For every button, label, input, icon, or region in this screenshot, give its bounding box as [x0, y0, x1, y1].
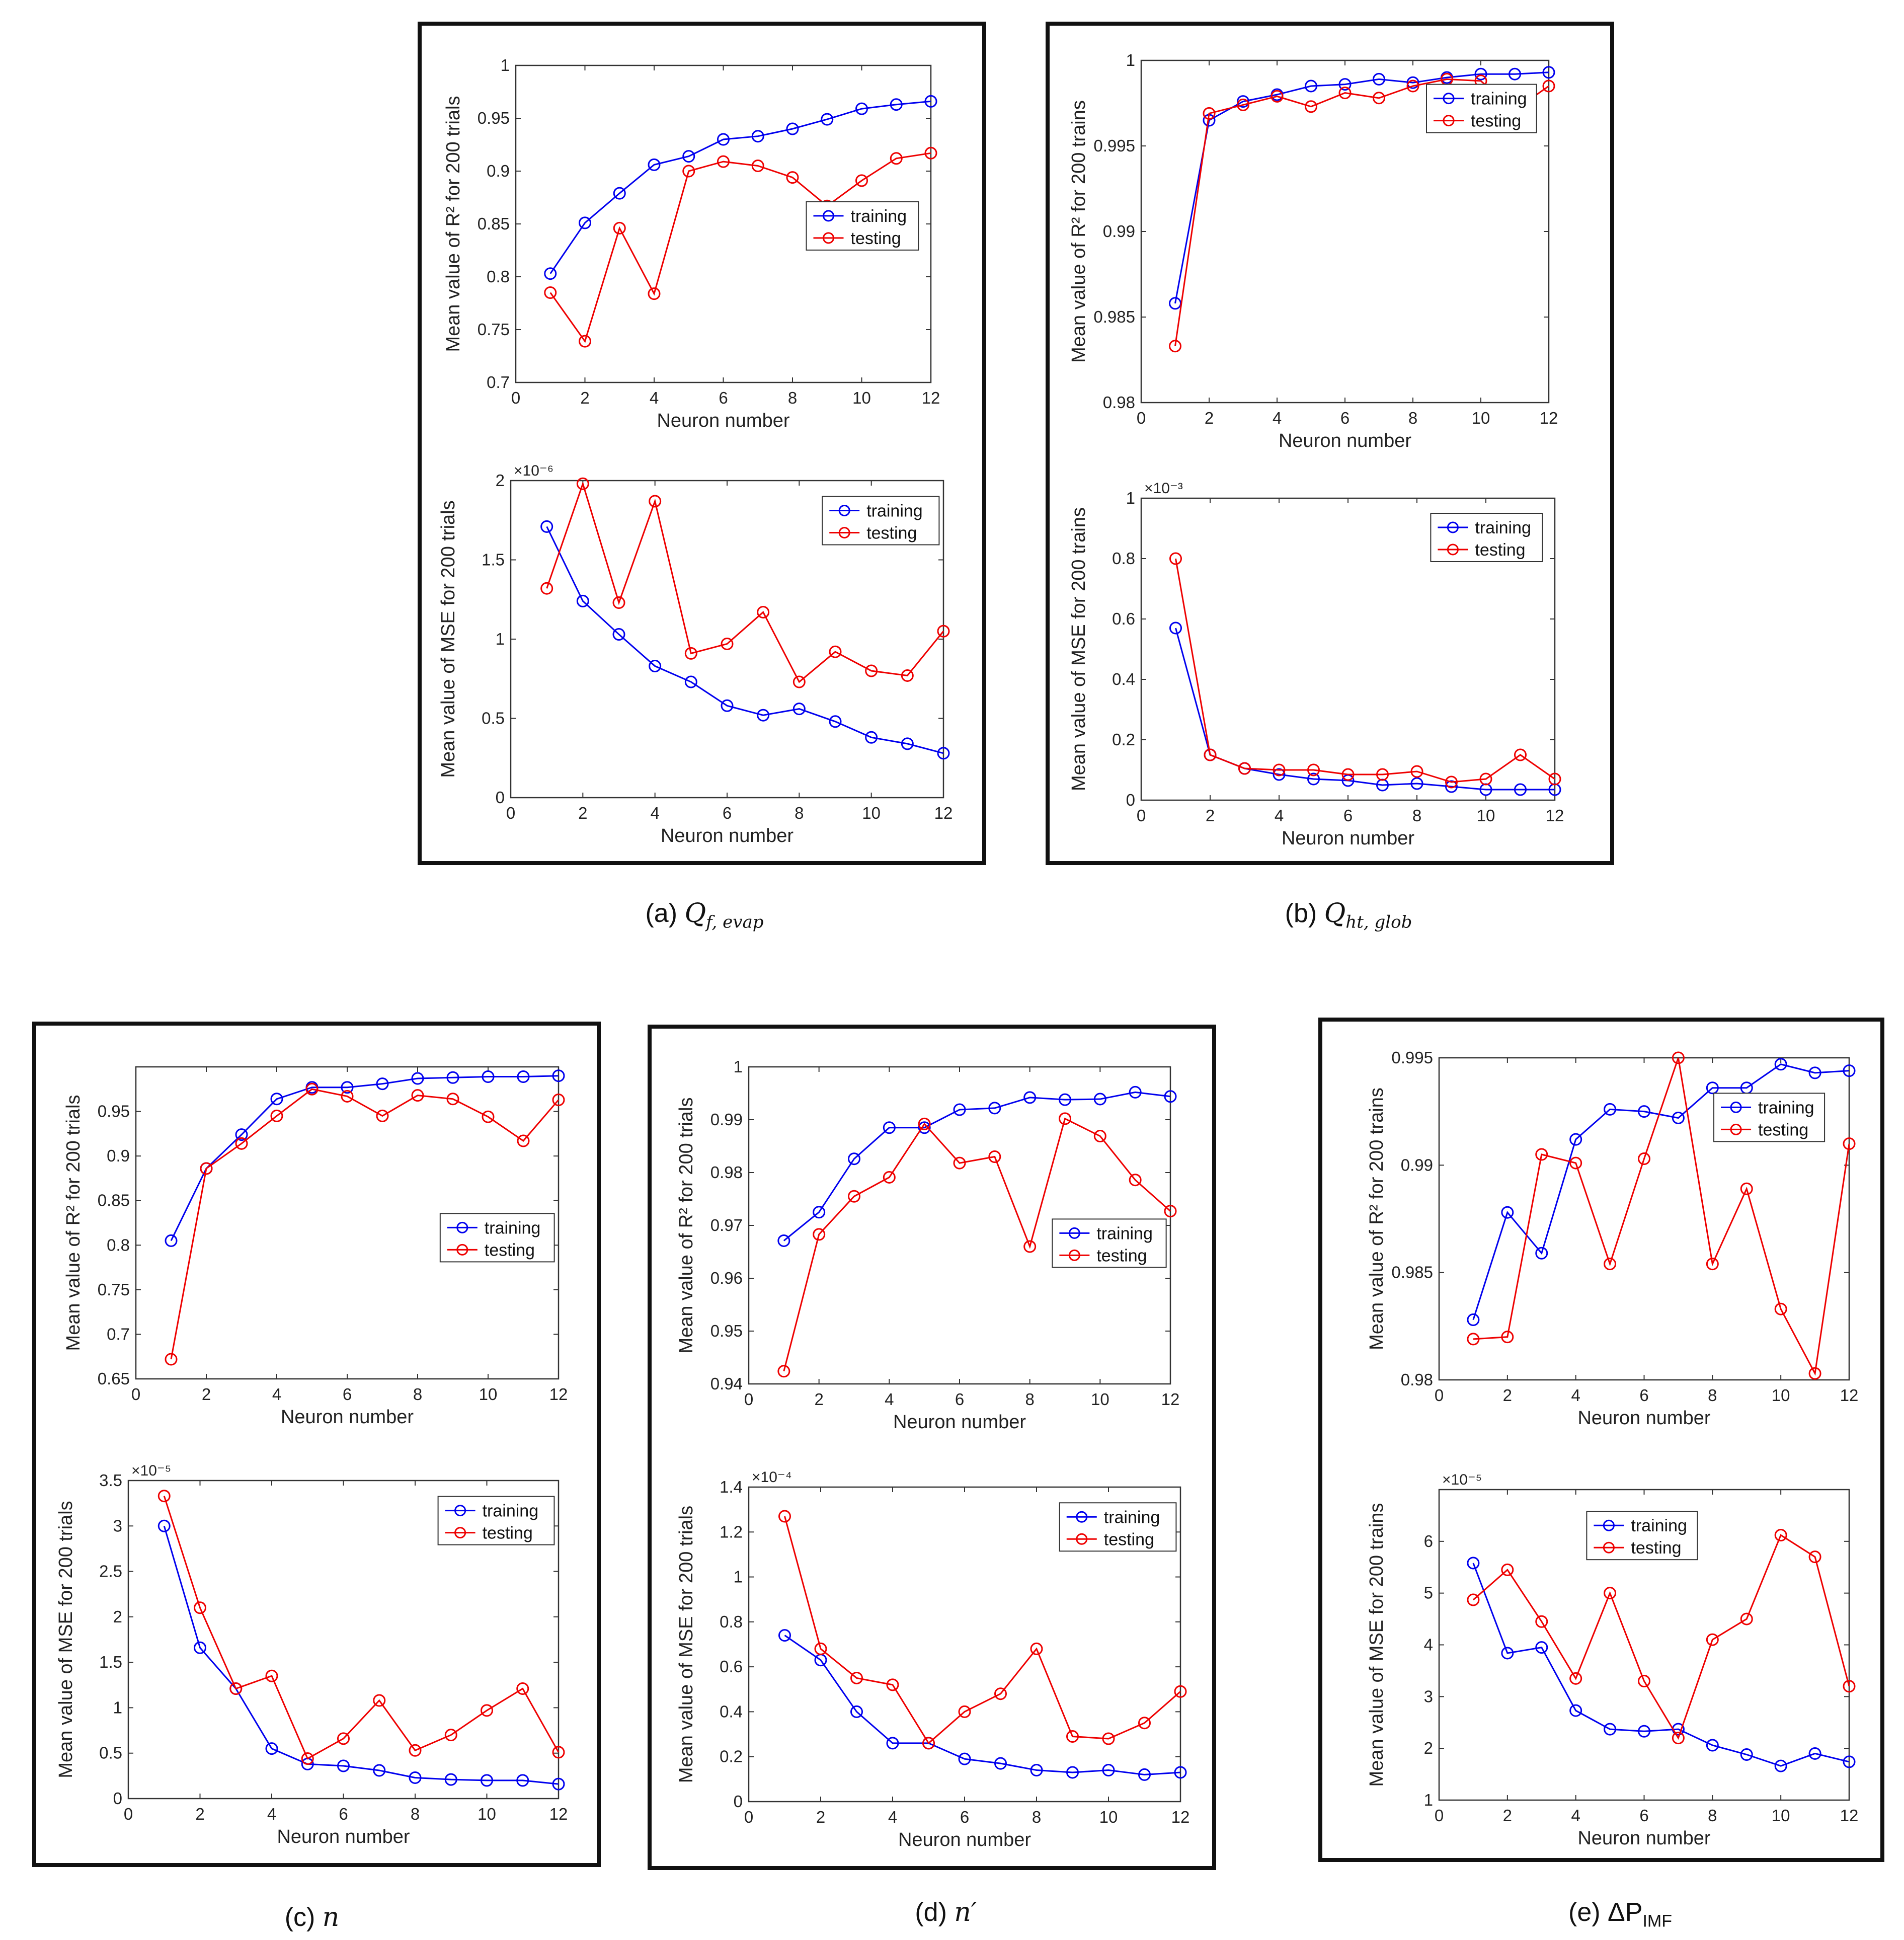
- panel-b-frame: [1046, 22, 1614, 865]
- caption-b: (b) Qht, glob: [1285, 898, 1412, 933]
- caption-e: (e) ΔPIMF: [1568, 1898, 1672, 1931]
- panel-a-frame: [418, 22, 986, 865]
- caption-a: (a) Qf, evap: [645, 898, 764, 933]
- panel-e-frame: [1318, 1018, 1884, 1862]
- caption-c: (c) n: [284, 1902, 340, 1932]
- caption-d: (d) n′: [915, 1897, 977, 1927]
- panel-d-frame: [648, 1025, 1216, 1870]
- panel-c-frame: [32, 1022, 601, 1867]
